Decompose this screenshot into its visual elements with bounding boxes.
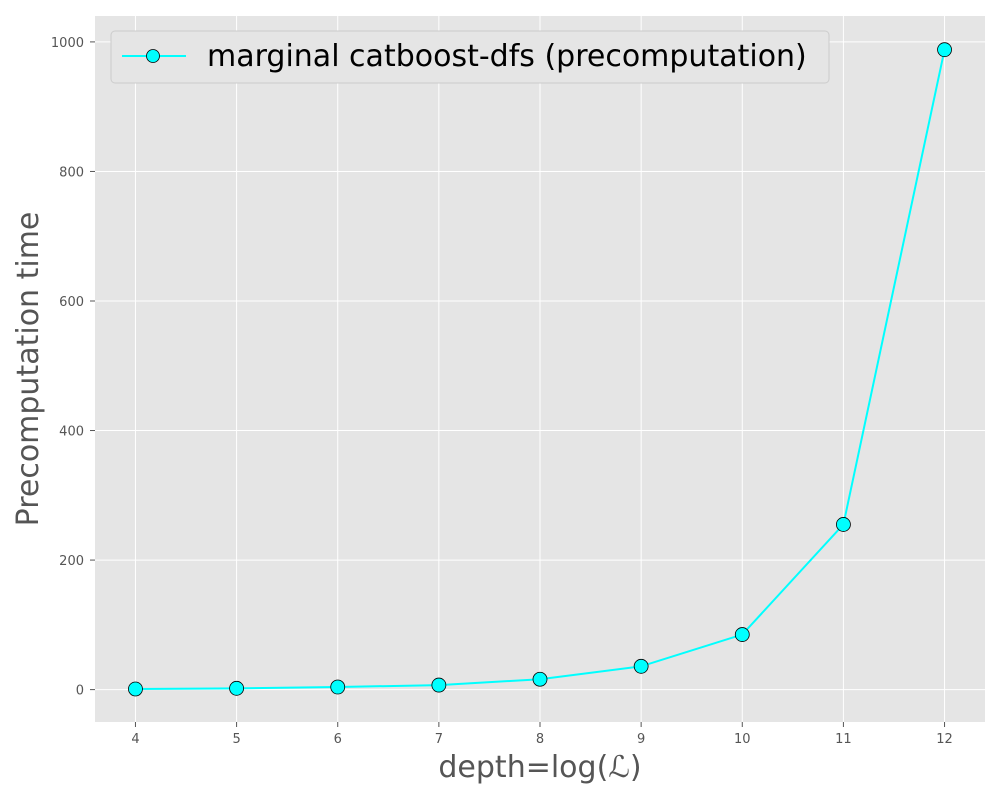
data-point [532,671,548,687]
legend-marker-swatch [146,49,160,63]
data-point [330,679,346,695]
legend-box [110,30,830,84]
y-ticks: 0 200 400 600 800 1000 [51,36,95,699]
y-tick-label: 200 [59,554,84,569]
data-point [836,517,851,532]
x-axis-label: depth=log(ℒ) [438,750,641,785]
x-tick-label: 4 [131,732,139,747]
legend: marginal catboost-dfs (precomputation) [110,30,830,84]
data-point [128,681,143,697]
x-tick-label: 9 [637,732,645,747]
data-point [734,627,750,642]
x-tick-label: 11 [835,732,852,747]
x-tick-label: 10 [734,732,751,747]
x-tick-label: 6 [334,732,342,747]
y-tick-label: 0 [76,684,84,699]
series [128,42,952,697]
data-point [431,677,447,693]
y-tick-label: 1000 [51,36,84,51]
x-ticks: 4 5 6 7 8 9 10 11 12 [131,722,953,747]
x-tick-label: 5 [232,732,240,747]
legend-label: marginal catboost-dfs (precomputation) [207,39,807,74]
y-tick-label: 800 [59,165,84,180]
x-tick-label: 8 [536,732,544,747]
y-axis-label: Precomputation time [11,212,46,527]
data-point [937,42,952,58]
y-tick-label: 600 [59,295,84,310]
x-tick-label: 7 [435,732,443,747]
data-point [229,680,244,696]
data-point [633,658,649,674]
x-tick-label: 12 [936,732,953,747]
y-tick-label: 400 [59,425,84,440]
